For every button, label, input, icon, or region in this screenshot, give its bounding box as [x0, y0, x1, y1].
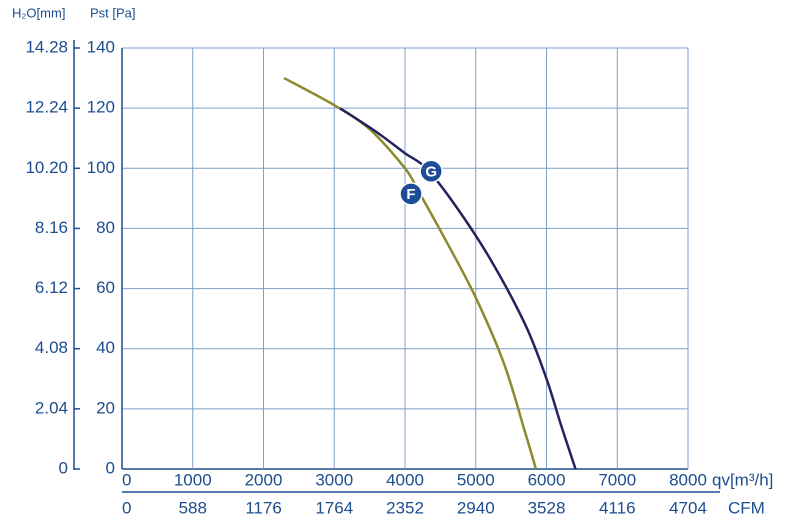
x-tick-label: 6000	[528, 470, 566, 489]
y-tick-label: 60	[96, 278, 115, 297]
x2-tick-label: 3528	[528, 498, 566, 517]
y2-axis-label: H₂O[mm]	[12, 5, 65, 20]
x-tick-label: 8000	[669, 470, 707, 489]
curve-marker	[419, 159, 443, 184]
y-tick-label: 80	[96, 218, 115, 237]
curve	[339, 107, 577, 470]
y2-tick-label: 0	[59, 458, 68, 477]
y2-tick-label: 2.04	[35, 398, 68, 417]
y2-tick-label: 8.16	[35, 218, 68, 237]
x2-tick-label: 1176	[245, 498, 282, 517]
y-tick-label: 40	[96, 338, 115, 357]
legend-label: G	[425, 163, 437, 180]
y-tick-label: 120	[87, 98, 115, 117]
y-tick-label: 100	[87, 158, 115, 177]
y2-tick-label: 12.24	[25, 98, 68, 117]
y-tick-label: 20	[96, 398, 115, 417]
y2-tick-label: 4.08	[35, 338, 68, 357]
y-tick-label: 0	[106, 458, 115, 477]
x2-tick-label: 0	[122, 498, 131, 517]
y2-tick-label: 14.28	[25, 37, 68, 56]
legend-label: F	[406, 186, 415, 203]
x-tick-label: 2000	[245, 470, 283, 489]
x2-tick-label: 4704	[669, 498, 707, 517]
y2-tick-label: 10.20	[25, 158, 68, 177]
curve-marker	[399, 182, 423, 206]
x-tick-label: 0	[122, 470, 131, 489]
x2-tick-label: 2352	[386, 498, 424, 517]
y-axis-label: Pst [Pa]	[90, 5, 136, 20]
x-tick-label: 1000	[174, 470, 212, 489]
x-tick-label: 7000	[598, 470, 636, 489]
x2-axis-label: CFM	[728, 498, 765, 517]
x-tick-label: 5000	[457, 470, 495, 489]
y-tick-label: 140	[87, 37, 115, 56]
x2-tick-label: 4116	[599, 498, 636, 517]
x2-tick-label: 1764	[315, 498, 353, 517]
x2-tick-label: 2940	[457, 498, 495, 517]
x-axis-label: qv[m³/h]	[712, 470, 773, 489]
y2-tick-label: 6.12	[35, 278, 68, 297]
x-tick-label: 4000	[386, 470, 424, 489]
x2-tick-label: 588	[179, 498, 207, 517]
x-tick-label: 3000	[315, 470, 353, 489]
